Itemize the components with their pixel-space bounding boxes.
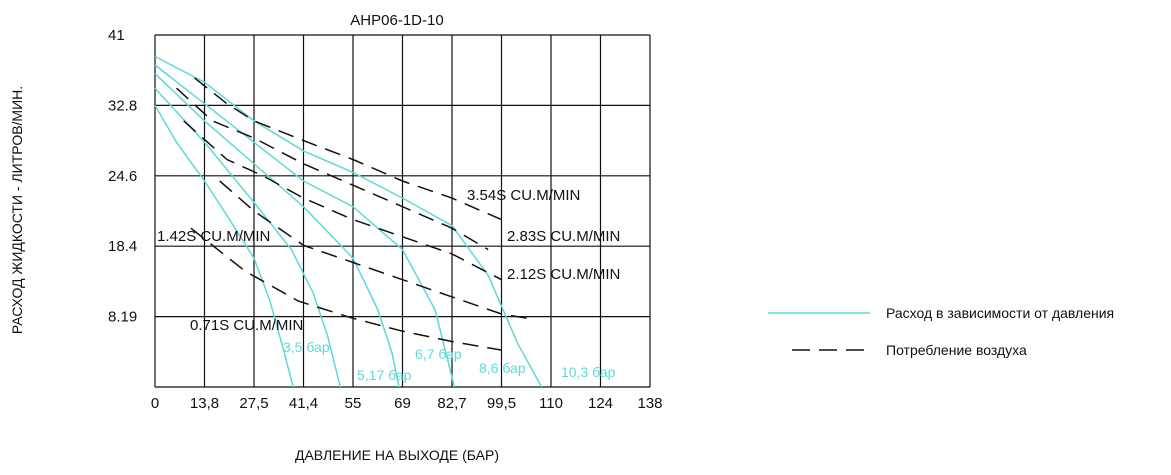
pressure-label-86: 8,6 бар xyxy=(479,360,526,376)
x-tick-label: 41,4 xyxy=(289,395,318,412)
x-axis-ticks: 0 13,8 27,5 41,4 55 69 82,7 99,5 110 124 138 xyxy=(151,395,663,412)
x-tick-label: 138 xyxy=(637,395,662,412)
x-tick-label: 82,7 xyxy=(437,395,466,412)
flow-series-line xyxy=(154,55,543,388)
air-label-212: 2.12S CU.M/MIN xyxy=(507,266,620,283)
legend-flow-label: Расход в зависимости от давления xyxy=(886,305,1114,321)
pressure-label-35: 3,5 бар xyxy=(283,339,330,355)
pressure-label-103: 10,3 бар xyxy=(561,364,616,380)
y-tick-label: 8.19 xyxy=(108,309,137,326)
x-tick-label: 110 xyxy=(539,395,563,412)
x-tick-label: 124 xyxy=(588,395,613,412)
pressure-label-67: 6,7 бар xyxy=(415,346,462,362)
air-series-line xyxy=(194,77,502,221)
x-tick-label: 0 xyxy=(151,395,159,412)
air-series-line xyxy=(175,87,489,251)
pressure-label-517: 5,17 бар xyxy=(357,367,412,383)
y-tick-label: 41 xyxy=(108,27,125,44)
y-tick-label: 18.4 xyxy=(108,238,137,255)
y-axis-ticks: 41 32.8 24.6 18.4 8.19 xyxy=(108,27,137,326)
air-series-line xyxy=(190,227,502,351)
air-label-283: 2.83S CU.M/MIN xyxy=(507,228,620,245)
flow-series-line xyxy=(154,64,456,388)
flow-series-line xyxy=(154,87,342,388)
flow-lines xyxy=(154,55,543,388)
air-label-142: 1.42S CU.M/MIN xyxy=(157,228,270,245)
y-tick-label: 32.8 xyxy=(108,97,137,114)
x-tick-label: 27,5 xyxy=(239,395,268,412)
x-tick-label: 13,8 xyxy=(190,395,219,412)
chart-title: AHP06-1D-10 xyxy=(350,12,443,29)
x-tick-label: 55 xyxy=(345,395,362,412)
air-consumption-labels: 0.71S CU.M/MIN 1.42S CU.M/MIN 2.12S CU.M… xyxy=(157,187,620,334)
air-label-071: 0.71S CU.M/MIN xyxy=(190,317,303,334)
air-label-354: 3.54S CU.M/MIN xyxy=(467,187,580,204)
air-series-line xyxy=(219,180,528,320)
legend-air-label: Потребление воздуха xyxy=(886,342,1027,358)
air-series-line xyxy=(183,120,502,281)
x-axis-title: ДАВЛЕНИЕ НА ВЫХОДЕ (БАР) xyxy=(295,447,499,463)
air-lines xyxy=(175,77,528,351)
pressure-labels: 3,5 бар 5,17 бар 6,7 бар 8,6 бар 10,3 ба… xyxy=(283,339,616,383)
x-tick-label: 99,5 xyxy=(487,395,516,412)
y-axis-title: РАСХОД ЖИДКОСТИ - ЛИТРОВ/МИН. xyxy=(9,86,25,334)
x-tick-label: 69 xyxy=(394,395,411,412)
flow-series-line xyxy=(154,73,400,388)
legend: Расход в зависимости от давления Потребл… xyxy=(768,305,1114,358)
flow-series-line xyxy=(154,105,294,388)
grid xyxy=(154,34,651,388)
y-tick-label: 24.6 xyxy=(108,168,137,185)
